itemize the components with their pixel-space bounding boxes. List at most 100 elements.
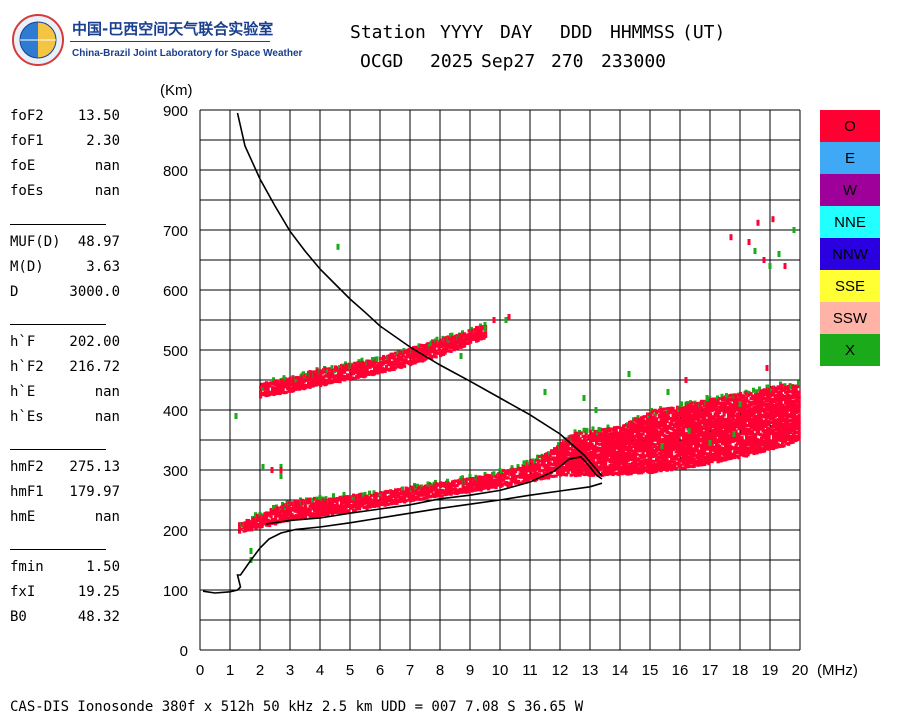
echo-point xyxy=(727,412,731,416)
echo-point xyxy=(646,454,650,458)
echo-point xyxy=(794,434,798,439)
echo-point xyxy=(670,453,674,457)
echo-point xyxy=(589,439,593,443)
param-value: nan xyxy=(94,409,120,425)
echo-point xyxy=(704,413,708,417)
chart-data-layer xyxy=(234,216,801,563)
echo-point xyxy=(265,514,269,518)
echo-point xyxy=(422,496,426,501)
echo-point xyxy=(389,489,393,493)
echo-point xyxy=(559,451,563,455)
echo-point xyxy=(404,499,408,503)
echo-point xyxy=(740,438,744,442)
echo-point xyxy=(668,446,672,450)
echo-point xyxy=(254,523,258,527)
echo-point xyxy=(752,412,756,416)
echo-point xyxy=(307,381,311,385)
echo-point xyxy=(289,503,293,507)
echo-point xyxy=(797,430,801,434)
echo-point xyxy=(346,366,350,370)
echo-point xyxy=(707,456,711,460)
echo-point xyxy=(641,468,645,473)
echo-point xyxy=(707,432,711,436)
echo-point xyxy=(374,360,378,364)
echo-point xyxy=(604,462,608,466)
echo-point xyxy=(689,445,693,449)
echo-point xyxy=(650,446,654,450)
param-name: hmF2 xyxy=(10,459,44,475)
echo-point xyxy=(430,356,434,360)
echo-point xyxy=(536,463,540,467)
echo-point xyxy=(259,520,263,524)
echo-point xyxy=(754,440,758,445)
echo-point xyxy=(589,429,593,433)
echo-point xyxy=(796,398,800,402)
echo-point xyxy=(650,440,654,445)
echo-point xyxy=(331,368,335,372)
echo-point xyxy=(347,497,351,501)
echo-point xyxy=(454,343,458,347)
echo-point xyxy=(737,393,741,397)
echo-point xyxy=(617,449,621,454)
echo-point xyxy=(377,504,381,508)
echo-point xyxy=(258,511,262,517)
echo-point xyxy=(541,454,545,458)
echo-point xyxy=(517,466,521,470)
echo-point xyxy=(581,440,585,444)
echo-point xyxy=(797,390,801,394)
echo-point xyxy=(763,449,767,453)
echo-point xyxy=(403,364,407,368)
echo-point xyxy=(772,435,776,440)
echo-point xyxy=(266,389,270,393)
echo-point xyxy=(538,472,542,476)
echo-point xyxy=(271,382,275,386)
echo-point xyxy=(503,474,507,478)
echo-point xyxy=(787,413,791,417)
echo-point xyxy=(340,371,344,376)
echo-point xyxy=(665,419,669,423)
echo-point xyxy=(689,427,693,431)
echo-point xyxy=(733,438,737,443)
echo-point xyxy=(662,407,666,411)
echo-point xyxy=(650,463,654,467)
echo-point xyxy=(458,487,462,491)
echo-point xyxy=(653,443,657,447)
echo-point xyxy=(764,419,768,423)
echo-point xyxy=(260,524,264,529)
echo-point xyxy=(574,442,578,446)
echo-point xyxy=(623,430,627,435)
echo-point xyxy=(671,412,675,416)
echo-point xyxy=(524,472,528,476)
echo-point xyxy=(278,518,282,522)
echo-point xyxy=(758,450,762,454)
echo-point xyxy=(619,465,623,469)
echo-point xyxy=(556,456,560,460)
echo-point xyxy=(649,432,653,436)
echo-point xyxy=(304,515,308,519)
header-label-day: DAY xyxy=(500,22,533,43)
param-name: hmF1 xyxy=(10,484,44,500)
echo-point xyxy=(265,517,269,521)
echo-point xyxy=(421,489,425,494)
echo-point xyxy=(416,483,419,489)
echo-point xyxy=(670,417,674,421)
echo-point xyxy=(622,448,626,452)
echo-point xyxy=(641,440,645,444)
echo-point xyxy=(629,445,633,449)
echo-point xyxy=(737,409,741,413)
echo-point xyxy=(425,495,429,500)
echo-point xyxy=(785,435,789,439)
param-value: 216.72 xyxy=(69,359,120,375)
header-value-station: OCGD xyxy=(360,51,404,72)
echo-point xyxy=(401,486,404,492)
echo-point xyxy=(767,447,771,451)
echo-point xyxy=(352,499,356,504)
echo-point xyxy=(497,478,501,482)
echo-point xyxy=(329,375,333,379)
echo-point xyxy=(416,355,420,359)
echo-point xyxy=(700,399,704,403)
echo-point xyxy=(655,417,659,421)
echo-point xyxy=(301,501,305,505)
echo-point xyxy=(397,491,401,495)
echo-point xyxy=(377,370,381,375)
